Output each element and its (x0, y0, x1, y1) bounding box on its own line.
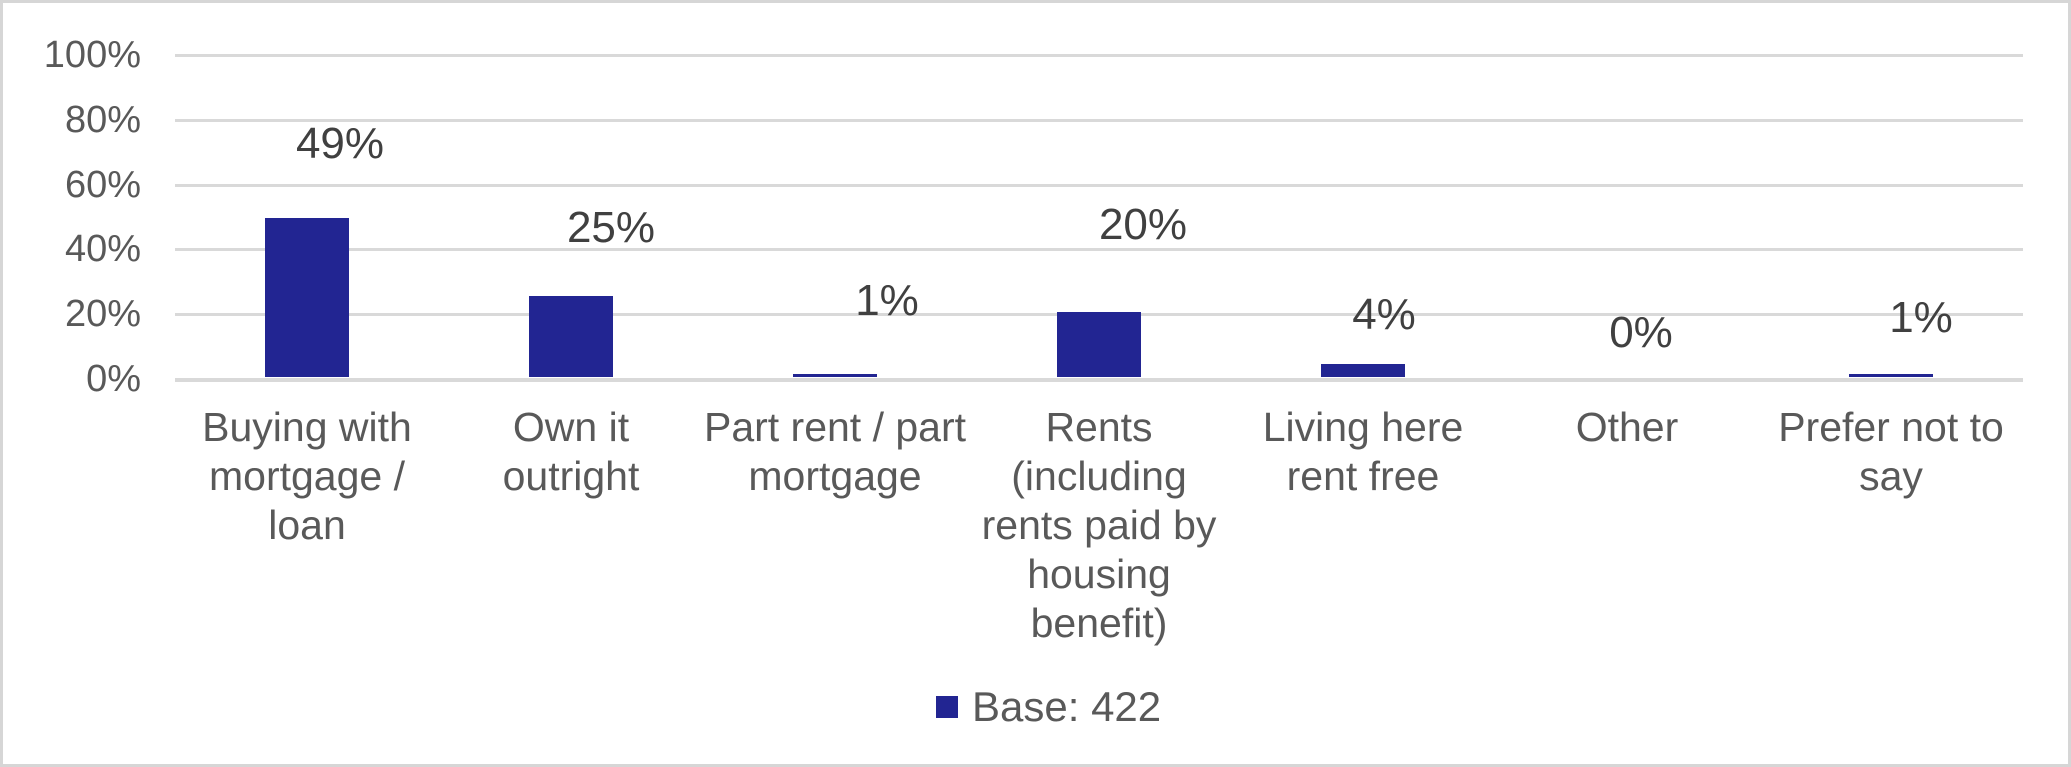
y-axis-tick-label: 0% (86, 358, 141, 400)
category-label: Own it outright (502, 404, 640, 499)
data-label: 1% (1889, 293, 1953, 342)
data-label: 1% (855, 276, 919, 325)
y-axis-tick-label: 80% (64, 99, 141, 141)
category-label: Part rent / part mortgage (703, 404, 967, 499)
legend: Base: 422 (936, 683, 1161, 731)
y-axis-tick-label: 40% (64, 228, 141, 270)
data-label: 0% (1609, 308, 1673, 357)
gridline (175, 378, 2023, 382)
bar (1849, 374, 1933, 377)
data-label: 20% (1098, 200, 1188, 249)
data-label: 25% (566, 203, 656, 252)
category-label: Other (1575, 404, 1679, 450)
y-axis-tick-label: 20% (64, 293, 141, 335)
gridline (175, 248, 2023, 251)
category-label: Prefer not to say (1778, 404, 2004, 499)
bar (793, 374, 877, 377)
y-axis-tick-label: 100% (43, 34, 141, 76)
gridline (175, 54, 2023, 57)
legend-label: Base: 422 (972, 683, 1162, 730)
category-label: Buying with mortgage / loan (202, 404, 412, 548)
legend-swatch-icon (936, 696, 958, 718)
data-label: 49% (295, 119, 385, 168)
category-label: Living here rent free (1262, 404, 1464, 499)
gridline (175, 119, 2023, 122)
data-label: 4% (1352, 290, 1416, 339)
bar (529, 296, 613, 377)
gridline (175, 184, 2023, 187)
y-axis-tick-label: 60% (64, 164, 141, 206)
bar (265, 218, 349, 377)
bar (1057, 312, 1141, 377)
bar (1321, 364, 1405, 377)
category-label: Rents (including rents paid by housing b… (981, 404, 1217, 646)
